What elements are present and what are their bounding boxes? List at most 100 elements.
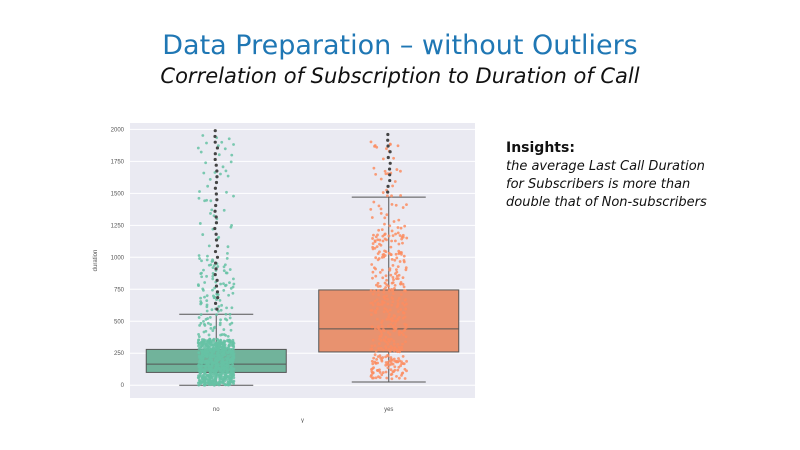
data-point (222, 367, 226, 371)
data-point (211, 277, 215, 281)
data-point (370, 344, 374, 348)
data-point (217, 305, 221, 308)
data-point (212, 337, 216, 341)
data-point (385, 194, 389, 198)
data-point (377, 342, 381, 346)
data-point (373, 299, 377, 303)
data-point (229, 342, 233, 346)
data-point (404, 307, 408, 311)
data-point (399, 194, 403, 197)
data-point (210, 208, 214, 212)
data-point (405, 302, 408, 306)
data-point (384, 286, 388, 289)
data-point (396, 342, 400, 346)
outlier-point (386, 144, 390, 148)
outlier-point (386, 184, 390, 188)
data-point (378, 376, 382, 380)
data-point (384, 355, 388, 359)
data-point (232, 371, 236, 375)
data-point (389, 337, 393, 341)
data-point (393, 349, 396, 353)
data-point (370, 263, 374, 266)
data-point (389, 373, 393, 377)
data-point (212, 346, 216, 350)
data-point (208, 177, 212, 181)
data-point (393, 368, 397, 372)
data-point (218, 340, 222, 344)
data-point (378, 284, 382, 288)
data-point (216, 359, 220, 362)
data-point (225, 306, 228, 310)
data-point (203, 365, 207, 369)
data-point (203, 349, 207, 353)
data-point (400, 360, 403, 364)
data-point (375, 283, 378, 287)
data-point (214, 346, 218, 350)
data-point (386, 342, 390, 346)
data-point (215, 337, 219, 341)
data-point (401, 241, 404, 245)
data-point (383, 249, 386, 253)
data-point (208, 370, 212, 374)
data-point (226, 252, 229, 255)
data-point (383, 216, 387, 220)
data-point (399, 282, 403, 286)
data-point (375, 298, 379, 302)
data-point (371, 371, 375, 375)
data-point (202, 320, 205, 323)
data-point (226, 174, 230, 178)
data-point (373, 360, 377, 364)
data-point (232, 344, 235, 348)
data-point (216, 144, 220, 148)
data-point (223, 379, 227, 383)
data-point (396, 350, 399, 354)
data-point (373, 289, 376, 293)
data-point (398, 350, 401, 354)
data-point (369, 347, 373, 351)
data-point (388, 312, 391, 316)
data-point (381, 191, 385, 194)
data-point (381, 371, 385, 374)
data-point (376, 258, 380, 262)
data-point (396, 277, 400, 280)
data-point (370, 308, 374, 312)
data-point (391, 292, 395, 295)
data-point (220, 303, 223, 307)
data-point (379, 243, 383, 247)
insights-text: the average Last Call Duration for Subsc… (506, 158, 786, 212)
data-point (405, 369, 408, 373)
data-point (378, 337, 381, 341)
data-point (198, 257, 201, 260)
data-point (403, 298, 407, 302)
outlier-point (386, 190, 390, 194)
data-point (205, 141, 208, 145)
data-point (232, 341, 236, 345)
outlier-point (214, 180, 219, 185)
data-point (205, 299, 209, 303)
data-point (218, 299, 222, 302)
data-point (211, 266, 215, 269)
data-point (384, 370, 388, 374)
data-point (401, 233, 405, 237)
data-point (385, 213, 389, 217)
data-point (219, 308, 223, 312)
data-point (221, 359, 225, 362)
data-point (374, 274, 378, 278)
data-point (382, 348, 385, 352)
data-point (369, 289, 373, 292)
data-point (393, 239, 397, 243)
data-point (204, 161, 208, 165)
outlier-point (213, 272, 217, 277)
data-point (201, 287, 205, 291)
data-point (384, 346, 388, 350)
data-point (222, 344, 225, 348)
data-point (206, 317, 210, 320)
data-point (388, 142, 392, 146)
data-point (370, 359, 374, 363)
data-point (390, 303, 394, 307)
data-point (401, 355, 405, 358)
data-point (208, 374, 212, 378)
data-point (211, 288, 214, 292)
outlier-point (214, 232, 218, 236)
data-point (203, 371, 207, 375)
